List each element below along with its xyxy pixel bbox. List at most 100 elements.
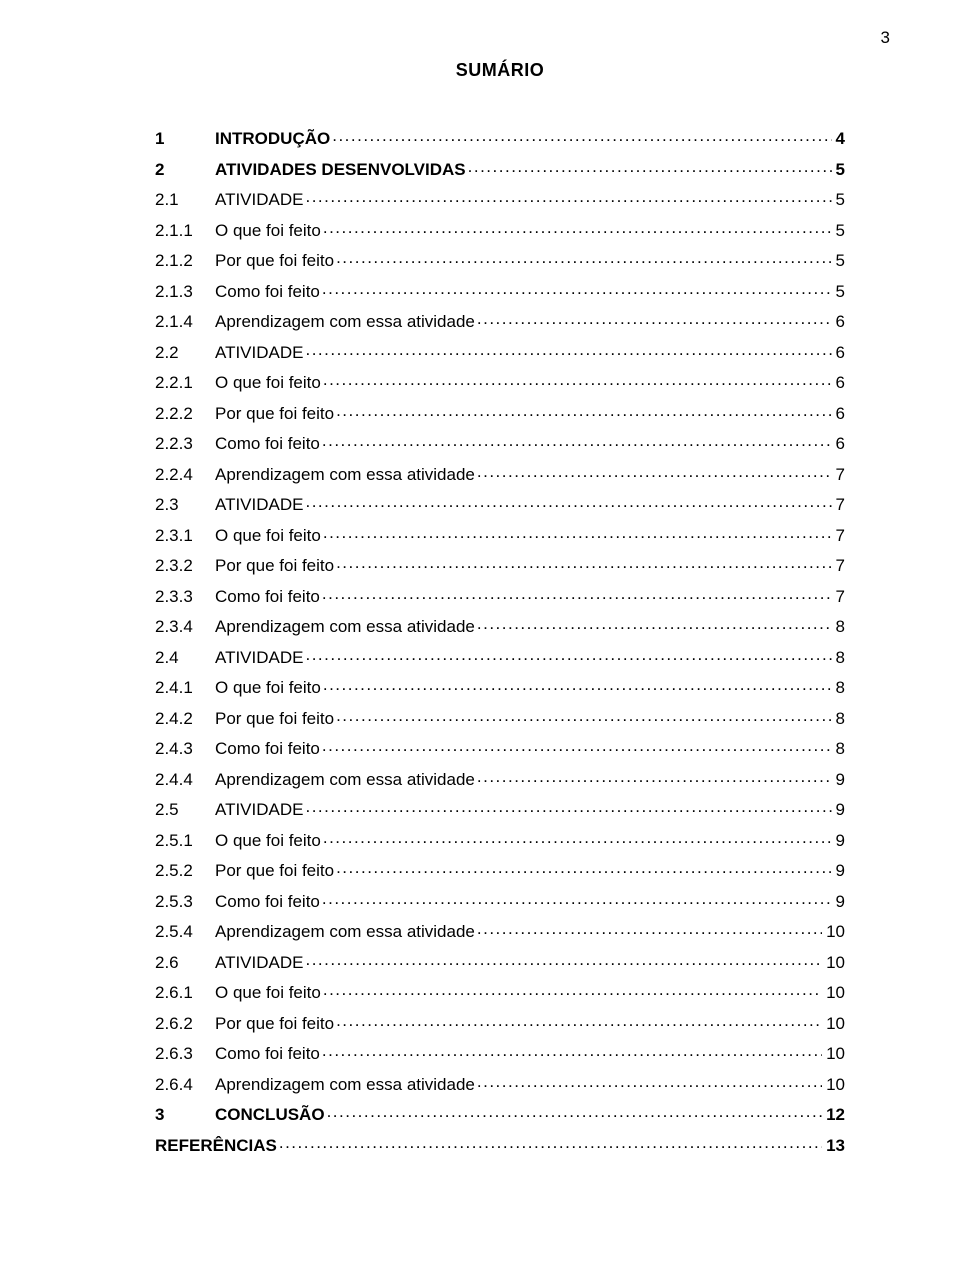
toc-entry-label: Por que foi feito: [215, 557, 336, 574]
toc-entry-label: Aprendizagem com essa atividade: [215, 923, 477, 940]
toc-entry-page: 10: [822, 1015, 845, 1032]
toc-leader-dots: [477, 615, 832, 632]
toc-entry-label: Como foi feito: [215, 283, 322, 300]
toc-row: 2.3.2Por que foi feito 7: [155, 554, 845, 574]
toc-leader-dots: [323, 981, 822, 998]
toc-entry-page: 4: [832, 130, 845, 147]
toc-entry-page: 9: [832, 893, 845, 910]
toc-entry-number: 2.4.3: [155, 740, 215, 757]
toc-leader-dots: [322, 1042, 822, 1059]
toc-entry-label: Aprendizagem com essa atividade: [215, 771, 477, 788]
toc-entry-label: Como foi feito: [215, 435, 322, 452]
toc-leader-dots: [305, 951, 822, 968]
toc-leader-dots: [477, 768, 832, 785]
toc-row: 2.2ATIVIDADE6: [155, 341, 845, 361]
toc-entry-label: Por que foi feito: [215, 405, 336, 422]
toc-entry-label: Por que foi feito: [215, 862, 336, 879]
toc-row: 2.6.4Aprendizagem com essa atividade 10: [155, 1073, 845, 1093]
toc-entry-page: 5: [832, 222, 845, 239]
toc-entry-number: 2.6: [155, 954, 215, 971]
toc-entry-number: 2.4.2: [155, 710, 215, 727]
toc-row: 2.6ATIVIDADE10: [155, 951, 845, 971]
toc-leader-dots: [323, 524, 832, 541]
toc-entry-page: 10: [822, 984, 845, 1001]
toc-entry-page: 9: [832, 771, 845, 788]
toc-entry-page: 8: [832, 649, 845, 666]
toc-row: 2.5.2Por que foi feito9: [155, 859, 845, 879]
toc-entry-page: 7: [832, 588, 845, 605]
toc-entry-page: 10: [822, 1076, 845, 1093]
toc-entry-number: 2.1.4: [155, 313, 215, 330]
toc-leader-dots: [477, 310, 832, 327]
toc-row: 2.1.4Aprendizagem com essa atividade6: [155, 310, 845, 330]
toc-entry-number: 2.5: [155, 801, 215, 818]
toc-leader-dots: [323, 829, 832, 846]
toc-entry-label: ATIVIDADE: [215, 649, 305, 666]
toc-entry-label: Como foi feito: [215, 588, 322, 605]
toc-row: 2.3.1O que foi feito7: [155, 524, 845, 544]
toc-entry-page: 5: [832, 191, 845, 208]
toc-entry-page: 5: [832, 161, 845, 178]
toc-entry-page: 8: [832, 710, 845, 727]
toc-entry-page: 6: [832, 405, 845, 422]
toc-leader-dots: [305, 341, 831, 358]
table-of-contents: 1INTRODUÇÃO42ATIVIDADES DESENVOLVIDAS52.…: [155, 127, 845, 1154]
toc-entry-label: Como foi feito: [215, 893, 322, 910]
toc-entry-page: 8: [832, 679, 845, 696]
toc-entry-label: O que foi feito: [215, 832, 323, 849]
toc-row: 2.5.1O que foi feito 9: [155, 829, 845, 849]
toc-leader-dots: [336, 1012, 822, 1029]
toc-entry-page: 7: [832, 466, 845, 483]
toc-entry-page: 9: [832, 801, 845, 818]
toc-row: 2.4ATIVIDADE8: [155, 646, 845, 666]
toc-entry-number: 2.6.3: [155, 1045, 215, 1062]
toc-entry-page: 10: [822, 1045, 845, 1062]
toc-row: 1INTRODUÇÃO4: [155, 127, 845, 147]
toc-row: 2.2.4Aprendizagem com essa atividade7: [155, 463, 845, 483]
toc-leader-dots: [323, 371, 832, 388]
toc-entry-page: 6: [832, 374, 845, 391]
toc-entry-number: 2.3.2: [155, 557, 215, 574]
toc-entry-page: 12: [822, 1106, 845, 1123]
toc-leader-dots: [336, 249, 831, 266]
toc-entry-label: Por que foi feito: [215, 1015, 336, 1032]
toc-leader-dots: [305, 188, 831, 205]
toc-entry-page: 5: [832, 283, 845, 300]
toc-entry-number: 2.5.2: [155, 862, 215, 879]
toc-entry-number: 2.3.1: [155, 527, 215, 544]
toc-leader-dots: [336, 707, 831, 724]
toc-entry-label: ATIVIDADE: [215, 344, 305, 361]
toc-leader-dots: [336, 859, 831, 876]
toc-row: 2.1.1O que foi feito5: [155, 219, 845, 239]
toc-row: 2.4.1O que foi feito8: [155, 676, 845, 696]
toc-entry-label: O que foi feito: [215, 222, 323, 239]
toc-leader-dots: [322, 737, 832, 754]
toc-entry-number: 2.6.4: [155, 1076, 215, 1093]
toc-entry-label: Como foi feito: [215, 740, 322, 757]
toc-entry-label: REFERÊNCIAS: [155, 1137, 279, 1154]
toc-entry-label: Aprendizagem com essa atividade: [215, 1076, 477, 1093]
toc-entry-number: 2.3: [155, 496, 215, 513]
toc-entry-number: 2: [155, 161, 215, 178]
toc-row: 2.4.4Aprendizagem com essa atividade 9: [155, 768, 845, 788]
toc-entry-number: 2.2.2: [155, 405, 215, 422]
toc-entry-number: 2.5.1: [155, 832, 215, 849]
toc-entry-number: 2.1: [155, 191, 215, 208]
toc-entry-label: Como foi feito: [215, 1045, 322, 1062]
toc-leader-dots: [327, 1103, 823, 1120]
toc-entry-label: ATIVIDADE: [215, 496, 305, 513]
toc-leader-dots: [336, 402, 831, 419]
toc-leader-dots: [305, 493, 831, 510]
toc-leader-dots: [322, 890, 832, 907]
toc-entry-page: 9: [832, 832, 845, 849]
toc-entry-page: 7: [832, 557, 845, 574]
toc-leader-dots: [305, 646, 831, 663]
toc-leader-dots: [468, 158, 832, 175]
toc-entry-number: 2.4.4: [155, 771, 215, 788]
toc-row: 2.1ATIVIDADE5: [155, 188, 845, 208]
toc-entry-label: O que foi feito: [215, 984, 323, 1001]
toc-leader-dots: [322, 585, 832, 602]
toc-entry-label: O que foi feito: [215, 374, 323, 391]
toc-entry-page: 8: [832, 618, 845, 635]
toc-row: 2.6.2Por que foi feito10: [155, 1012, 845, 1032]
